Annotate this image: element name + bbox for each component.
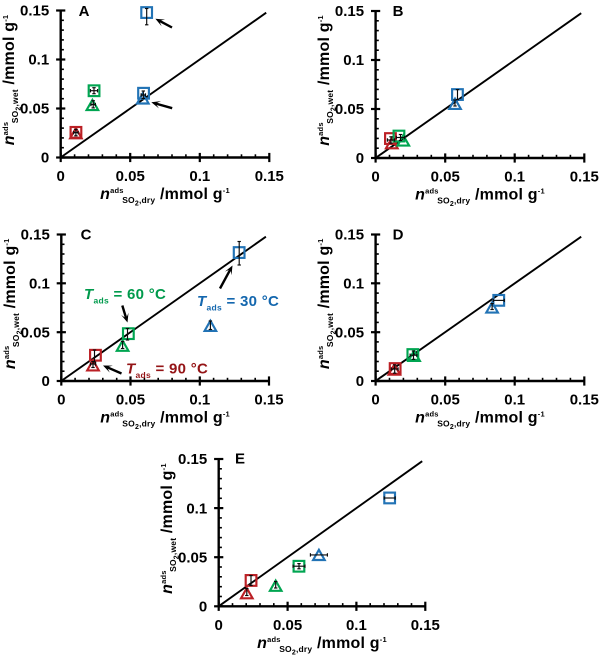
svg-text:0.15: 0.15: [21, 227, 50, 244]
svg-text:A: A: [79, 3, 90, 20]
svg-text:nadsSO2,wet /mmol g-1: nadsSO2,wet /mmol g-1: [1, 15, 23, 146]
svg-text:0: 0: [356, 373, 364, 390]
svg-text:0.15: 0.15: [254, 392, 283, 409]
svg-text:0.05: 0.05: [431, 392, 460, 409]
svg-text:0.05: 0.05: [431, 169, 460, 186]
svg-text:0.05: 0.05: [116, 392, 145, 409]
svg-text:0: 0: [57, 168, 65, 185]
svg-text:0: 0: [371, 169, 379, 186]
svg-text:0.15: 0.15: [255, 168, 284, 185]
svg-text:nadsSO2,dry /mmol g-1: nads SO2,dry /mmol g-1: [415, 187, 545, 209]
svg-text:nadsSO2,dry /mmol g-1: nads SO2,dry /mmol g-1: [415, 410, 545, 432]
svg-text:0.15: 0.15: [570, 392, 599, 409]
svg-text:0: 0: [356, 150, 364, 167]
svg-text:0.15: 0.15: [335, 3, 364, 20]
svg-text:0.05: 0.05: [116, 168, 145, 185]
svg-text:Tads = 30 °C: Tads = 30 °C: [197, 293, 279, 313]
svg-text:0: 0: [57, 392, 65, 409]
svg-text:nadsSO2,dry /mmol g-1: nads SO2,dry /mmol g-1: [100, 186, 230, 208]
svg-text:0.1: 0.1: [189, 392, 210, 409]
svg-text:nadsSO2,wet /mmol g-1: nadsSO2,wet /mmol g-1: [316, 15, 338, 146]
svg-text:0: 0: [41, 150, 49, 167]
svg-text:0.1: 0.1: [28, 52, 49, 69]
svg-text:C: C: [81, 227, 92, 244]
svg-text:nadsSO2,wet /mmol g-1: nadsSO2,wet /mmol g-1: [2, 238, 24, 369]
svg-text:0.1: 0.1: [343, 52, 364, 69]
svg-text:0.05: 0.05: [178, 549, 207, 566]
svg-text:0.05: 0.05: [21, 324, 50, 341]
svg-text:Tads = 60 °C: Tads = 60 °C: [84, 286, 166, 306]
svg-text:0: 0: [215, 617, 223, 634]
svg-text:0.1: 0.1: [189, 168, 210, 185]
svg-text:D: D: [393, 227, 404, 244]
svg-text:0.1: 0.1: [504, 392, 525, 409]
svg-text:0.15: 0.15: [20, 3, 49, 20]
svg-text:0.1: 0.1: [346, 617, 367, 634]
svg-text:0: 0: [199, 599, 207, 616]
svg-text:0: 0: [371, 392, 379, 409]
svg-text:0.05: 0.05: [335, 101, 364, 118]
svg-text:0.15: 0.15: [570, 169, 599, 186]
svg-text:B: B: [393, 3, 404, 20]
svg-text:0.1: 0.1: [504, 169, 525, 186]
svg-text:0: 0: [41, 373, 49, 390]
svg-text:Tads = 90 °C: Tads = 90 °C: [126, 361, 208, 381]
svg-text:0.1: 0.1: [186, 500, 207, 517]
svg-text:0.15: 0.15: [335, 227, 364, 244]
svg-text:nadsSO2,dry /mmol g-1: nads SO2,dry /mmol g-1: [257, 635, 387, 657]
svg-text:nadsSO2,dry /mmol g-1: nads SO2,dry /mmol g-1: [100, 410, 230, 432]
svg-text:nadsSO2,wet /mmol g-1: nadsSO2,wet /mmol g-1: [159, 463, 181, 594]
svg-text:0.1: 0.1: [29, 276, 50, 293]
svg-text:0.1: 0.1: [343, 276, 364, 293]
svg-text:nadsSO2,wet /mmol g-1: nadsSO2,wet /mmol g-1: [316, 238, 338, 369]
svg-text:0.05: 0.05: [20, 101, 49, 118]
svg-text:0.15: 0.15: [178, 451, 207, 468]
svg-text:E: E: [235, 451, 245, 468]
svg-text:0.05: 0.05: [335, 324, 364, 341]
svg-text:0.05: 0.05: [273, 617, 302, 634]
svg-text:0.15: 0.15: [411, 617, 440, 634]
